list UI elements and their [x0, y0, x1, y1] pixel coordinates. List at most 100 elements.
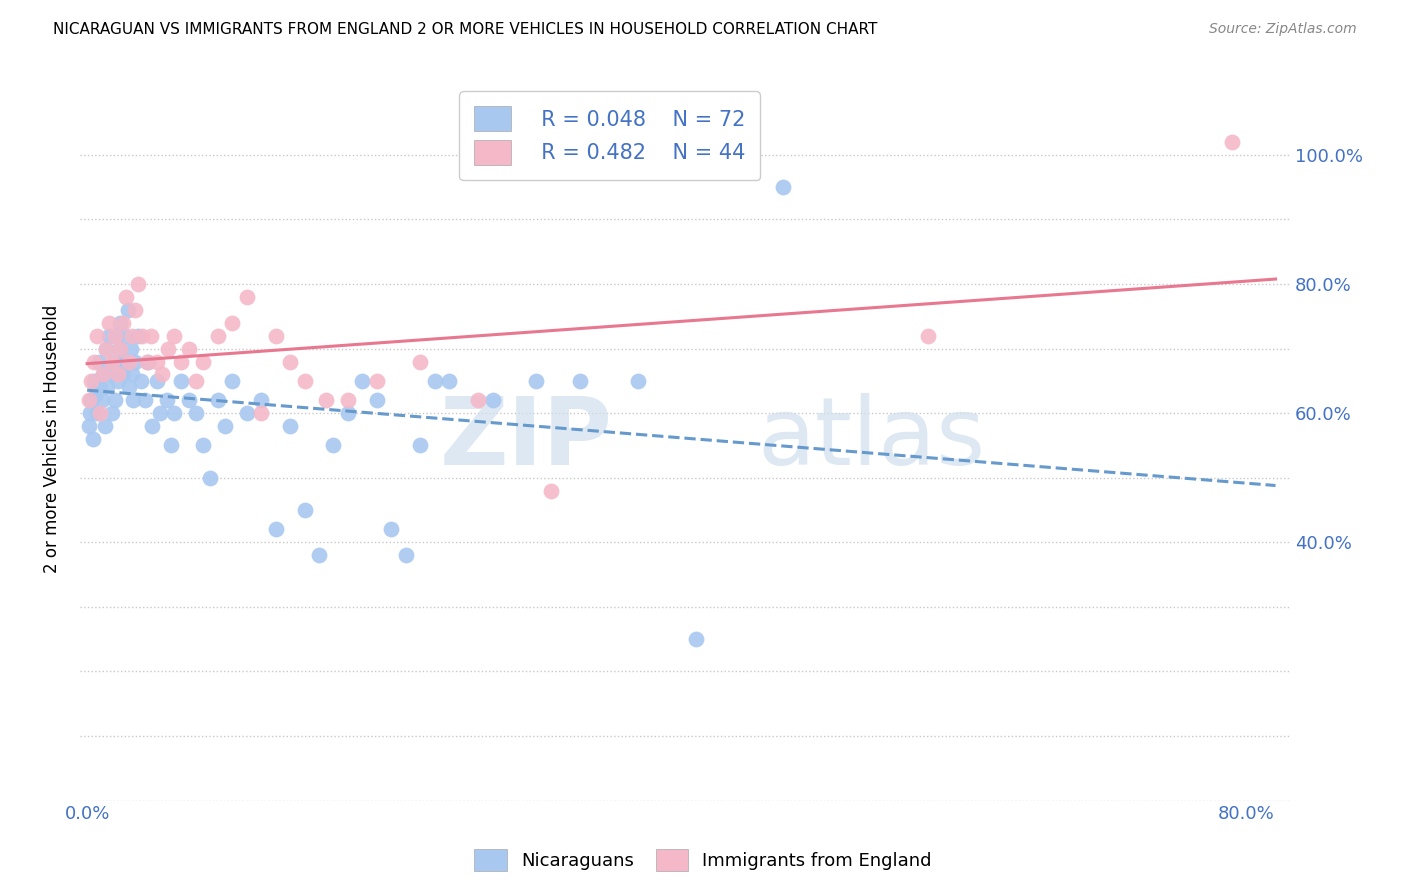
Point [108, 342, 131, 356]
Point [482, 393, 505, 408]
Text: Source: ZipAtlas.com: Source: ZipAtlas.com [1209, 22, 1357, 37]
Legend:   R = 0.048    N = 72,   R = 0.482    N = 44: R = 0.048 N = 72, R = 0.482 N = 44 [460, 92, 761, 180]
Point [163, 406, 186, 420]
Y-axis label: 2 or more Vehicles in Household: 2 or more Vehicles in Household [44, 305, 60, 574]
Point [110, 316, 132, 330]
Point [772, 180, 794, 194]
Point [366, 393, 388, 408]
Point [89, 380, 111, 394]
Point [170, 374, 193, 388]
Point [89, 406, 111, 420]
Point [191, 354, 214, 368]
Point [121, 328, 143, 343]
Point [98, 368, 121, 382]
Point [97, 316, 120, 330]
Point [322, 438, 344, 452]
Point [112, 316, 135, 330]
Point [685, 632, 707, 647]
Point [86, 328, 108, 343]
Point [207, 328, 229, 343]
Point [207, 393, 229, 408]
Point [221, 316, 243, 330]
Point [156, 393, 179, 408]
Point [380, 523, 402, 537]
Point [124, 354, 146, 368]
Point [627, 374, 650, 388]
Point [124, 302, 146, 317]
Point [200, 471, 222, 485]
Point [568, 374, 591, 388]
Point [134, 393, 156, 408]
Point [145, 374, 167, 388]
Point [423, 374, 446, 388]
Point [214, 419, 236, 434]
Point [337, 393, 360, 408]
Point [395, 548, 418, 562]
Text: NICARAGUAN VS IMMIGRANTS FROM ENGLAND 2 OR MORE VEHICLES IN HOUSEHOLD CORRELATIO: NICARAGUAN VS IMMIGRANTS FROM ENGLAND 2 … [53, 22, 877, 37]
Point [127, 328, 149, 343]
Point [96, 380, 118, 394]
Point [91, 368, 114, 382]
Point [115, 290, 138, 304]
Point [118, 354, 141, 368]
Text: ZIP: ZIP [440, 393, 613, 485]
Point [917, 328, 939, 343]
Point [121, 368, 143, 382]
Point [77, 419, 100, 434]
Point [526, 374, 548, 388]
Point [105, 328, 128, 343]
Point [136, 354, 159, 368]
Point [157, 342, 180, 356]
Point [86, 406, 108, 420]
Point [114, 328, 136, 343]
Point [93, 419, 115, 434]
Legend: Nicaraguans, Immigrants from England: Nicaraguans, Immigrants from England [467, 842, 939, 879]
Point [294, 503, 316, 517]
Point [337, 406, 360, 420]
Point [294, 374, 316, 388]
Point [90, 393, 112, 408]
Point [221, 374, 243, 388]
Point [170, 354, 193, 368]
Point [104, 393, 127, 408]
Point [103, 354, 125, 368]
Point [94, 342, 117, 356]
Point [82, 432, 104, 446]
Point [278, 354, 301, 368]
Point [148, 406, 170, 420]
Point [409, 354, 432, 368]
Point [250, 406, 273, 420]
Point [352, 374, 374, 388]
Point [315, 393, 337, 408]
Point [83, 374, 105, 388]
Point [1220, 135, 1243, 149]
Point [91, 368, 114, 382]
Point [163, 328, 186, 343]
Point [107, 374, 129, 388]
Point [160, 438, 183, 452]
Point [129, 374, 152, 388]
Point [177, 393, 200, 408]
Point [97, 328, 120, 343]
Point [409, 438, 432, 452]
Point [112, 368, 135, 382]
Point [83, 354, 105, 368]
Text: atlas: atlas [758, 393, 986, 485]
Point [191, 438, 214, 452]
Point [104, 328, 127, 343]
Point [80, 393, 103, 408]
Point [122, 393, 145, 408]
Point [366, 374, 388, 388]
Point [110, 342, 132, 356]
Point [111, 354, 134, 368]
Point [177, 342, 200, 356]
Point [118, 380, 141, 394]
Point [184, 374, 207, 388]
Point [100, 406, 122, 420]
Point [79, 406, 101, 420]
Point [135, 354, 157, 368]
Point [540, 483, 562, 498]
Point [120, 342, 142, 356]
Point [264, 523, 287, 537]
Point [80, 374, 103, 388]
